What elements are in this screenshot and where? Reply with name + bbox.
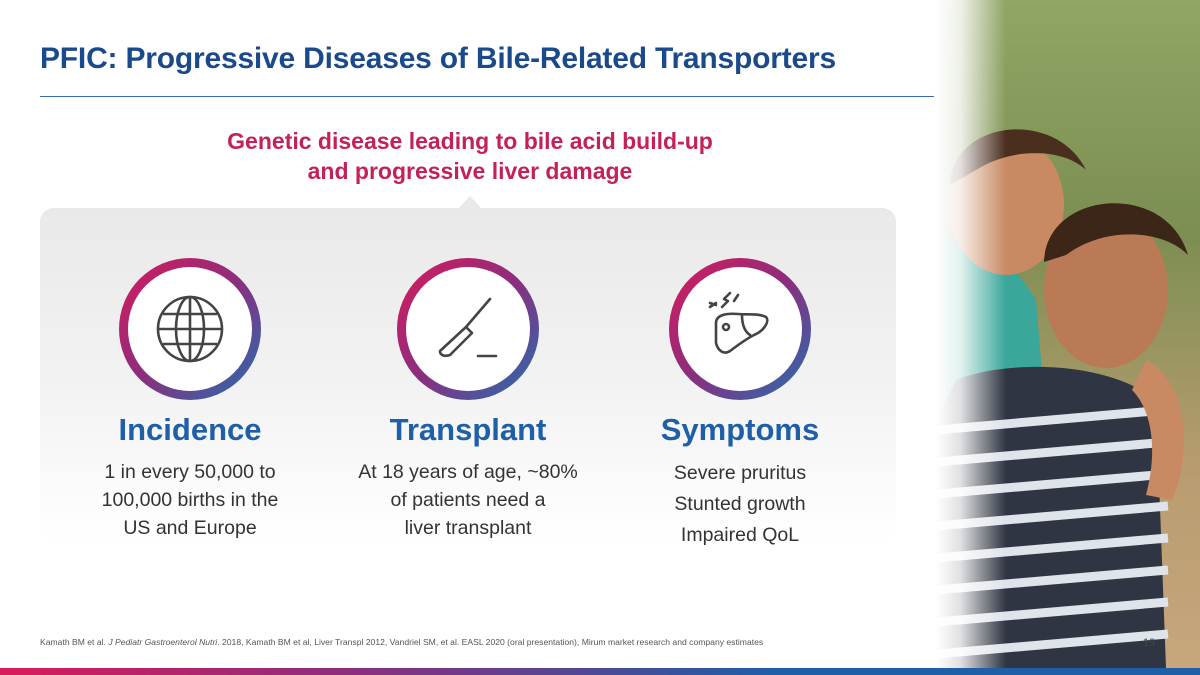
slide-title: PFIC: Progressive Diseases of Bile-Relat…: [40, 42, 836, 75]
incidence-text: 1 in every 50,000 to 100,000 births in t…: [101, 461, 279, 539]
globe-icon: [156, 295, 224, 363]
scalpel-icon: [438, 297, 498, 358]
slide-subtitle: Genetic disease leading to bile acid bui…: [190, 126, 750, 186]
page-number: 19: [1143, 637, 1156, 649]
panel-pointer: [458, 196, 482, 209]
references-footnote: Kamath BM et al. J Pediatr Gastroenterol…: [40, 637, 764, 647]
symptoms-column: Symptoms Severe pruritus Stunted growth …: [590, 258, 890, 551]
subtitle-line-2: and progressive liver damage: [307, 158, 633, 184]
title-divider: [40, 96, 934, 97]
symptoms-icon-ring: [669, 258, 811, 400]
transplant-icon-ring: [397, 258, 539, 400]
transplant-text: At 18 years of age, ~80% of patients nee…: [358, 461, 578, 539]
subtitle-line-1: Genetic disease leading to bile acid bui…: [227, 128, 713, 154]
symptoms-heading: Symptoms: [660, 412, 820, 447]
incidence-heading: Incidence: [118, 412, 262, 447]
bottom-gradient-bar: [0, 668, 1200, 675]
transplant-heading: Transplant: [389, 412, 547, 447]
liver-pain-icon: [708, 291, 769, 354]
photo-fade: [936, 0, 1006, 668]
transplant-column: Transplant At 18 years of age, ~80% of p…: [318, 258, 618, 542]
children-photo: [936, 0, 1200, 668]
incidence-icon-ring: [119, 258, 261, 400]
incidence-column: Incidence 1 in every 50,000 to 100,000 b…: [40, 258, 340, 542]
symptoms-text: Severe pruritus Stunted growth Impaired …: [673, 462, 807, 546]
